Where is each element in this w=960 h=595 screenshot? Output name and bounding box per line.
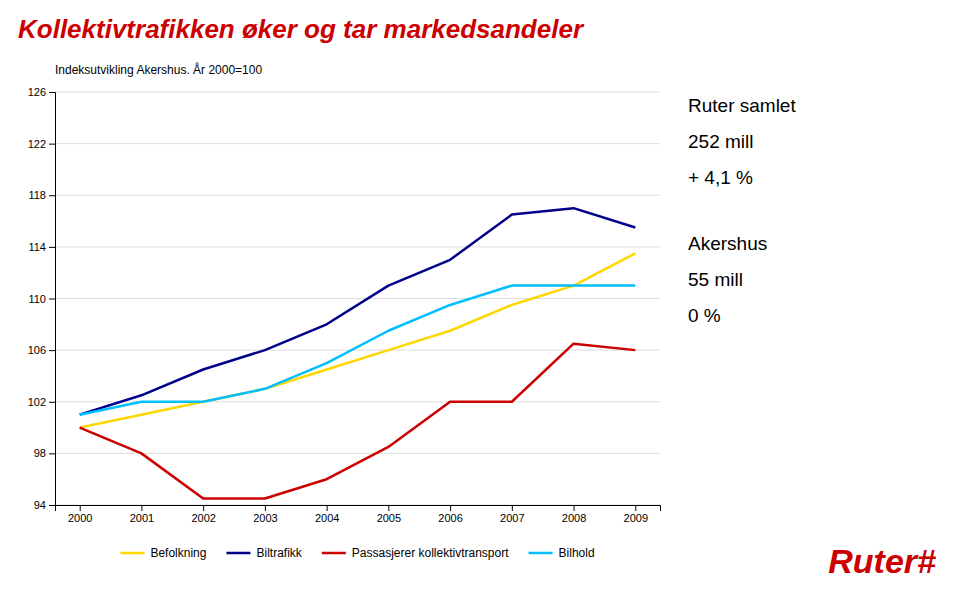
tick: 110	[28, 293, 55, 305]
tick-label: 2000	[68, 512, 92, 524]
tick: 126	[28, 86, 55, 98]
tick-mark	[388, 505, 389, 511]
tick-mark	[450, 505, 451, 511]
tick: 2000	[68, 505, 92, 524]
grid-line	[55, 453, 660, 454]
tick: 2009	[624, 505, 648, 524]
axis-line	[49, 93, 56, 506]
tick-label: 2002	[191, 512, 215, 524]
tick-label: 2003	[253, 512, 277, 524]
plot: 2000 2001 2002 2003 2004 2005 2006 2007 2008 2009…	[28, 86, 661, 524]
grid-line	[55, 350, 660, 351]
series-line	[80, 208, 636, 415]
legend-label: Biltrafikk	[256, 546, 302, 560]
tick: 2002	[191, 505, 215, 524]
tick: 118	[28, 189, 55, 201]
tick-mark	[49, 402, 55, 403]
legend-label: Befolkning	[150, 546, 206, 560]
series-line	[80, 253, 636, 427]
x-axis: 2000 2001 2002 2003 2004 2005 2006 2007 2008 2009	[56, 505, 661, 524]
tick: 2005	[377, 505, 401, 524]
tick-mark	[512, 505, 513, 511]
tick-mark	[49, 247, 55, 248]
tick-label: 122	[28, 138, 46, 150]
tick-mark	[49, 195, 55, 196]
tick: 2001	[130, 505, 154, 524]
tick-label: 118	[28, 189, 46, 201]
tick: 2003	[253, 505, 277, 524]
tick-mark	[635, 505, 636, 511]
tick-label: 2009	[624, 512, 648, 524]
series-line	[80, 344, 636, 499]
legend-label: Bilhold	[559, 546, 595, 560]
annotation: 55 mill	[688, 269, 743, 290]
annotations: Ruter samlet 252 mill + 4,1 % Akershus 55 mi…	[688, 95, 796, 326]
legend-swatch	[322, 552, 346, 555]
legend-swatch	[226, 552, 250, 555]
tick: 2007	[500, 505, 524, 524]
legend-label: Passasjerer kollektivtransport	[352, 546, 509, 560]
tick-mark	[80, 505, 81, 511]
tick-label: 2007	[500, 512, 524, 524]
tick-label: 106	[28, 344, 46, 356]
chart: Kollektivtrafikken øker og tar markedsan…	[0, 0, 960, 595]
grid-line	[55, 195, 660, 196]
tick-label: 102	[28, 396, 46, 408]
lines	[80, 208, 636, 498]
legend-item: Bilhold	[529, 546, 595, 560]
logo: Ruter#	[828, 542, 936, 580]
annotation: Akershus	[688, 233, 767, 254]
tick-mark	[49, 144, 55, 145]
axis-line	[56, 506, 661, 512]
tick-label: 114	[28, 241, 46, 253]
tick: 2008	[562, 505, 586, 524]
legend-swatch	[529, 552, 553, 555]
y-axis: 94 98 102 106 110 114 118 122 126	[28, 86, 56, 511]
tick-label: 2001	[130, 512, 154, 524]
tick: 114	[28, 241, 55, 253]
tick-mark	[49, 505, 55, 506]
annotation: + 4,1 %	[688, 167, 753, 188]
tick-label: 2008	[562, 512, 586, 524]
annotation: 0 %	[688, 305, 721, 326]
tick-label: 2005	[377, 512, 401, 524]
annotation: Ruter samlet	[688, 95, 796, 116]
tick: 102	[28, 396, 55, 408]
tick-mark	[327, 505, 328, 511]
tick-mark	[141, 505, 142, 511]
tick-label: 2004	[315, 512, 339, 524]
tick-mark	[265, 505, 266, 511]
grid-line	[55, 246, 660, 247]
tick-mark	[203, 505, 204, 511]
tick-mark	[49, 453, 55, 454]
tick-label: 98	[34, 447, 46, 459]
tick-mark	[49, 92, 55, 93]
tick: 106	[28, 344, 55, 356]
tick-mark	[49, 299, 55, 300]
annotation: 252 mill	[688, 131, 753, 152]
subtitle: Indeksutvikling Akershus. År 2000=100	[55, 62, 262, 77]
tick: 94	[34, 499, 55, 511]
legend: Befolkning Biltrafikk Passasjerer kollekti…	[120, 546, 594, 560]
legend-item: Passasjerer kollektivtransport	[322, 546, 509, 560]
tick-label: 94	[34, 499, 46, 511]
tick-label: 126	[28, 86, 46, 98]
tick: 2004	[315, 505, 339, 524]
legend-item: Befolkning	[120, 546, 206, 560]
grid	[55, 92, 660, 505]
tick: 98	[34, 447, 55, 459]
grid-line	[55, 92, 660, 93]
legend-item: Biltrafikk	[226, 546, 302, 560]
grid-line	[55, 298, 660, 299]
tick-mark	[574, 505, 575, 511]
series-line	[80, 286, 636, 415]
title: Kollektivtrafikken øker og tar markedsan…	[18, 14, 585, 44]
tick-label: 2006	[438, 512, 462, 524]
tick: 122	[28, 138, 55, 150]
tick-label: 110	[28, 293, 46, 305]
legend-swatch	[120, 552, 144, 555]
tick: 2006	[438, 505, 462, 524]
grid-line	[55, 143, 660, 144]
tick-mark	[49, 350, 55, 351]
